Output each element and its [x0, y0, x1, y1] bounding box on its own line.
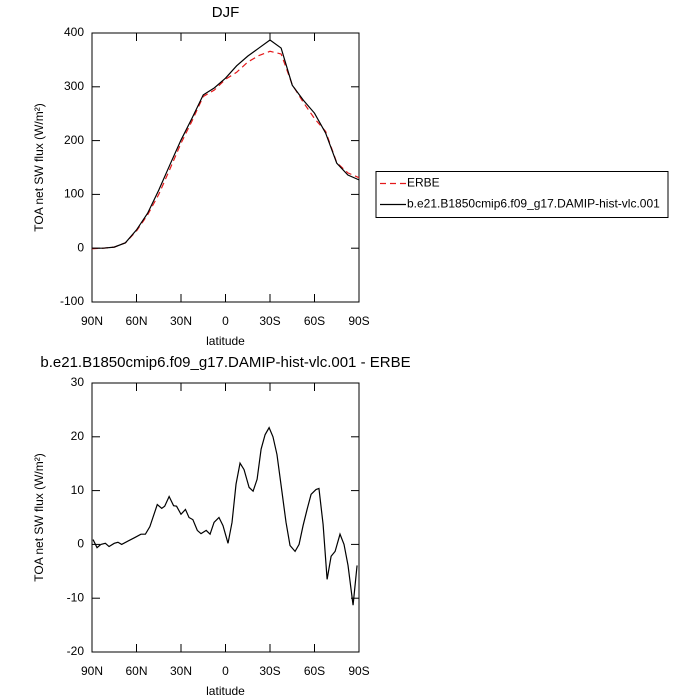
plot-frame	[91, 32, 360, 303]
y-tick-label: 400	[64, 25, 84, 39]
data-line	[92, 426, 358, 606]
chart-title: DJF	[212, 4, 240, 21]
x-tick-label: 0	[222, 664, 229, 678]
x-tick-label: 60S	[304, 314, 325, 328]
y-tick-label: 100	[64, 187, 84, 201]
x-tick-label: 90N	[81, 664, 103, 678]
x-tick-label: 90S	[348, 664, 369, 678]
y-axis-label: TOA net SW flux (W/m²)	[32, 103, 46, 231]
x-tick-label: 60N	[125, 314, 147, 328]
y-tick-label: -20	[67, 644, 85, 658]
legend-label: b.e21.B1850cmip6.f09_g17.DAMIP-hist-vlc.…	[407, 197, 660, 211]
y-tick-label: 0	[77, 537, 84, 551]
y-tick-label: 0	[77, 240, 84, 254]
x-axis-label: latitude	[206, 684, 245, 698]
x-tick-label: 0	[222, 314, 229, 328]
y-tick-label: 20	[71, 429, 85, 443]
x-tick-label: 90N	[81, 314, 103, 328]
data-line	[91, 50, 360, 250]
data-line	[92, 39, 360, 249]
x-axis-label: latitude	[206, 334, 245, 348]
y-tick-label: -10	[67, 590, 85, 604]
y-tick-label: 300	[64, 79, 84, 93]
chart-title: b.e21.B1850cmip6.f09_g17.DAMIP-hist-vlc.…	[40, 354, 410, 371]
y-tick-label: 200	[64, 133, 84, 147]
x-tick-label: 30N	[170, 664, 192, 678]
y-tick-label: 10	[71, 483, 85, 497]
x-tick-label: 90S	[348, 314, 369, 328]
x-tick-label: 60N	[125, 664, 147, 678]
y-axis-label: TOA net SW flux (W/m²)	[32, 453, 46, 581]
legend-label: ERBE	[407, 176, 440, 190]
x-tick-label: 30S	[259, 664, 280, 678]
x-tick-label: 30S	[259, 314, 280, 328]
x-tick-label: 60S	[304, 664, 325, 678]
legend: ERBE b.e21.B1850cmip6.f09_g17.DAMIP-hist-…	[375, 171, 669, 218]
legend-box	[375, 171, 669, 218]
y-tick-label: 30	[71, 375, 85, 389]
y-tick-label: -100	[60, 294, 84, 308]
x-tick-label: 30N	[170, 314, 192, 328]
plot-frame	[91, 382, 360, 653]
